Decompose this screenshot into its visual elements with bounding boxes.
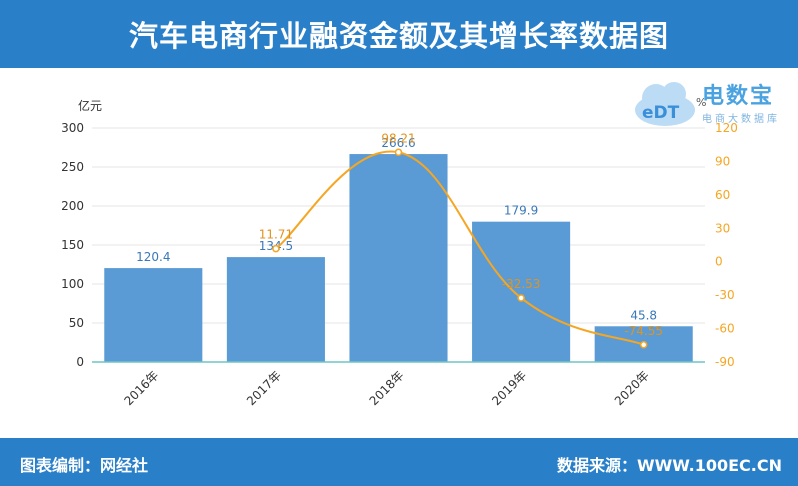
- y2-tick-label: 0: [715, 255, 723, 269]
- bar: [104, 268, 203, 362]
- bar: [226, 257, 325, 362]
- growth-rate-label: -32.53: [502, 277, 541, 291]
- x-tick-label: 2018年: [367, 368, 407, 408]
- footer-source: 数据来源：WWW.100EC.CN: [556, 456, 782, 475]
- y2-tick-label: 60: [715, 188, 730, 202]
- bar: [349, 154, 448, 362]
- y-tick-label: 150: [61, 238, 84, 252]
- bar-value-label: 120.4: [136, 250, 170, 264]
- y-tick-label: 100: [61, 277, 84, 291]
- logo-cloud-text: eDT: [642, 103, 680, 123]
- logo-subtitle: 电商大数据库: [702, 114, 780, 125]
- x-tick-label: 2019年: [489, 368, 529, 408]
- logo-name: 电数宝: [702, 84, 775, 109]
- y-axis-unit-label: 亿元: [78, 99, 103, 113]
- x-tick-label: 2016年: [121, 368, 161, 408]
- growth-rate-point: [639, 341, 648, 349]
- right-axis-unit-label: %: [696, 96, 707, 109]
- growth-rate-label: 98.21: [381, 131, 415, 145]
- bar-value-label: 266.6: [381, 136, 415, 150]
- y-tick-label: 250: [61, 160, 84, 174]
- x-tick-label: 2020年: [612, 368, 652, 408]
- y-tick-label: 200: [61, 199, 84, 213]
- y2-tick-label: -30: [715, 288, 735, 302]
- logo: eDT % 电数宝 电商大数据库: [630, 74, 790, 134]
- growth-rate-label: 11.71: [259, 228, 293, 242]
- growth-rate-label: -74.55: [624, 324, 663, 338]
- growth-rate-point: [517, 294, 525, 302]
- bar: [472, 221, 571, 362]
- y2-tick-label: 90: [715, 154, 730, 168]
- growth-rate-line: [275, 150, 645, 346]
- cloud-logo-icon: eDT: [635, 82, 695, 126]
- footer-banner: 图表编制：网经社 数据来源：WWW.100EC.CN: [0, 438, 798, 486]
- y-tick-label: 0: [76, 355, 84, 369]
- bar-value-label: 45.8: [630, 308, 657, 322]
- y-tick-label: 300: [61, 121, 84, 135]
- chart-title: 汽车电商行业融资金额及其增长率数据图: [128, 19, 669, 53]
- growth-rate-point: [272, 244, 280, 253]
- footer-credit: 图表编制：网经社: [20, 456, 149, 475]
- y2-tick-label: 120: [715, 121, 738, 135]
- y2-tick-label: -90: [715, 355, 735, 369]
- y2-tick-label: -60: [715, 322, 735, 336]
- y-tick-label: 50: [69, 316, 84, 330]
- y2-tick-label: 30: [715, 221, 730, 235]
- bar-value-label: 179.9: [504, 204, 538, 218]
- x-tick-label: 2017年: [244, 368, 284, 408]
- growth-rate-point: [394, 148, 403, 157]
- title-banner: 汽车电商行业融资金额及其增长率数据图: [0, 0, 798, 68]
- chart-plot: 0 50 100 150 200 250 300 -90 -60 -30 0 30 60 90 120 120…: [61, 121, 738, 408]
